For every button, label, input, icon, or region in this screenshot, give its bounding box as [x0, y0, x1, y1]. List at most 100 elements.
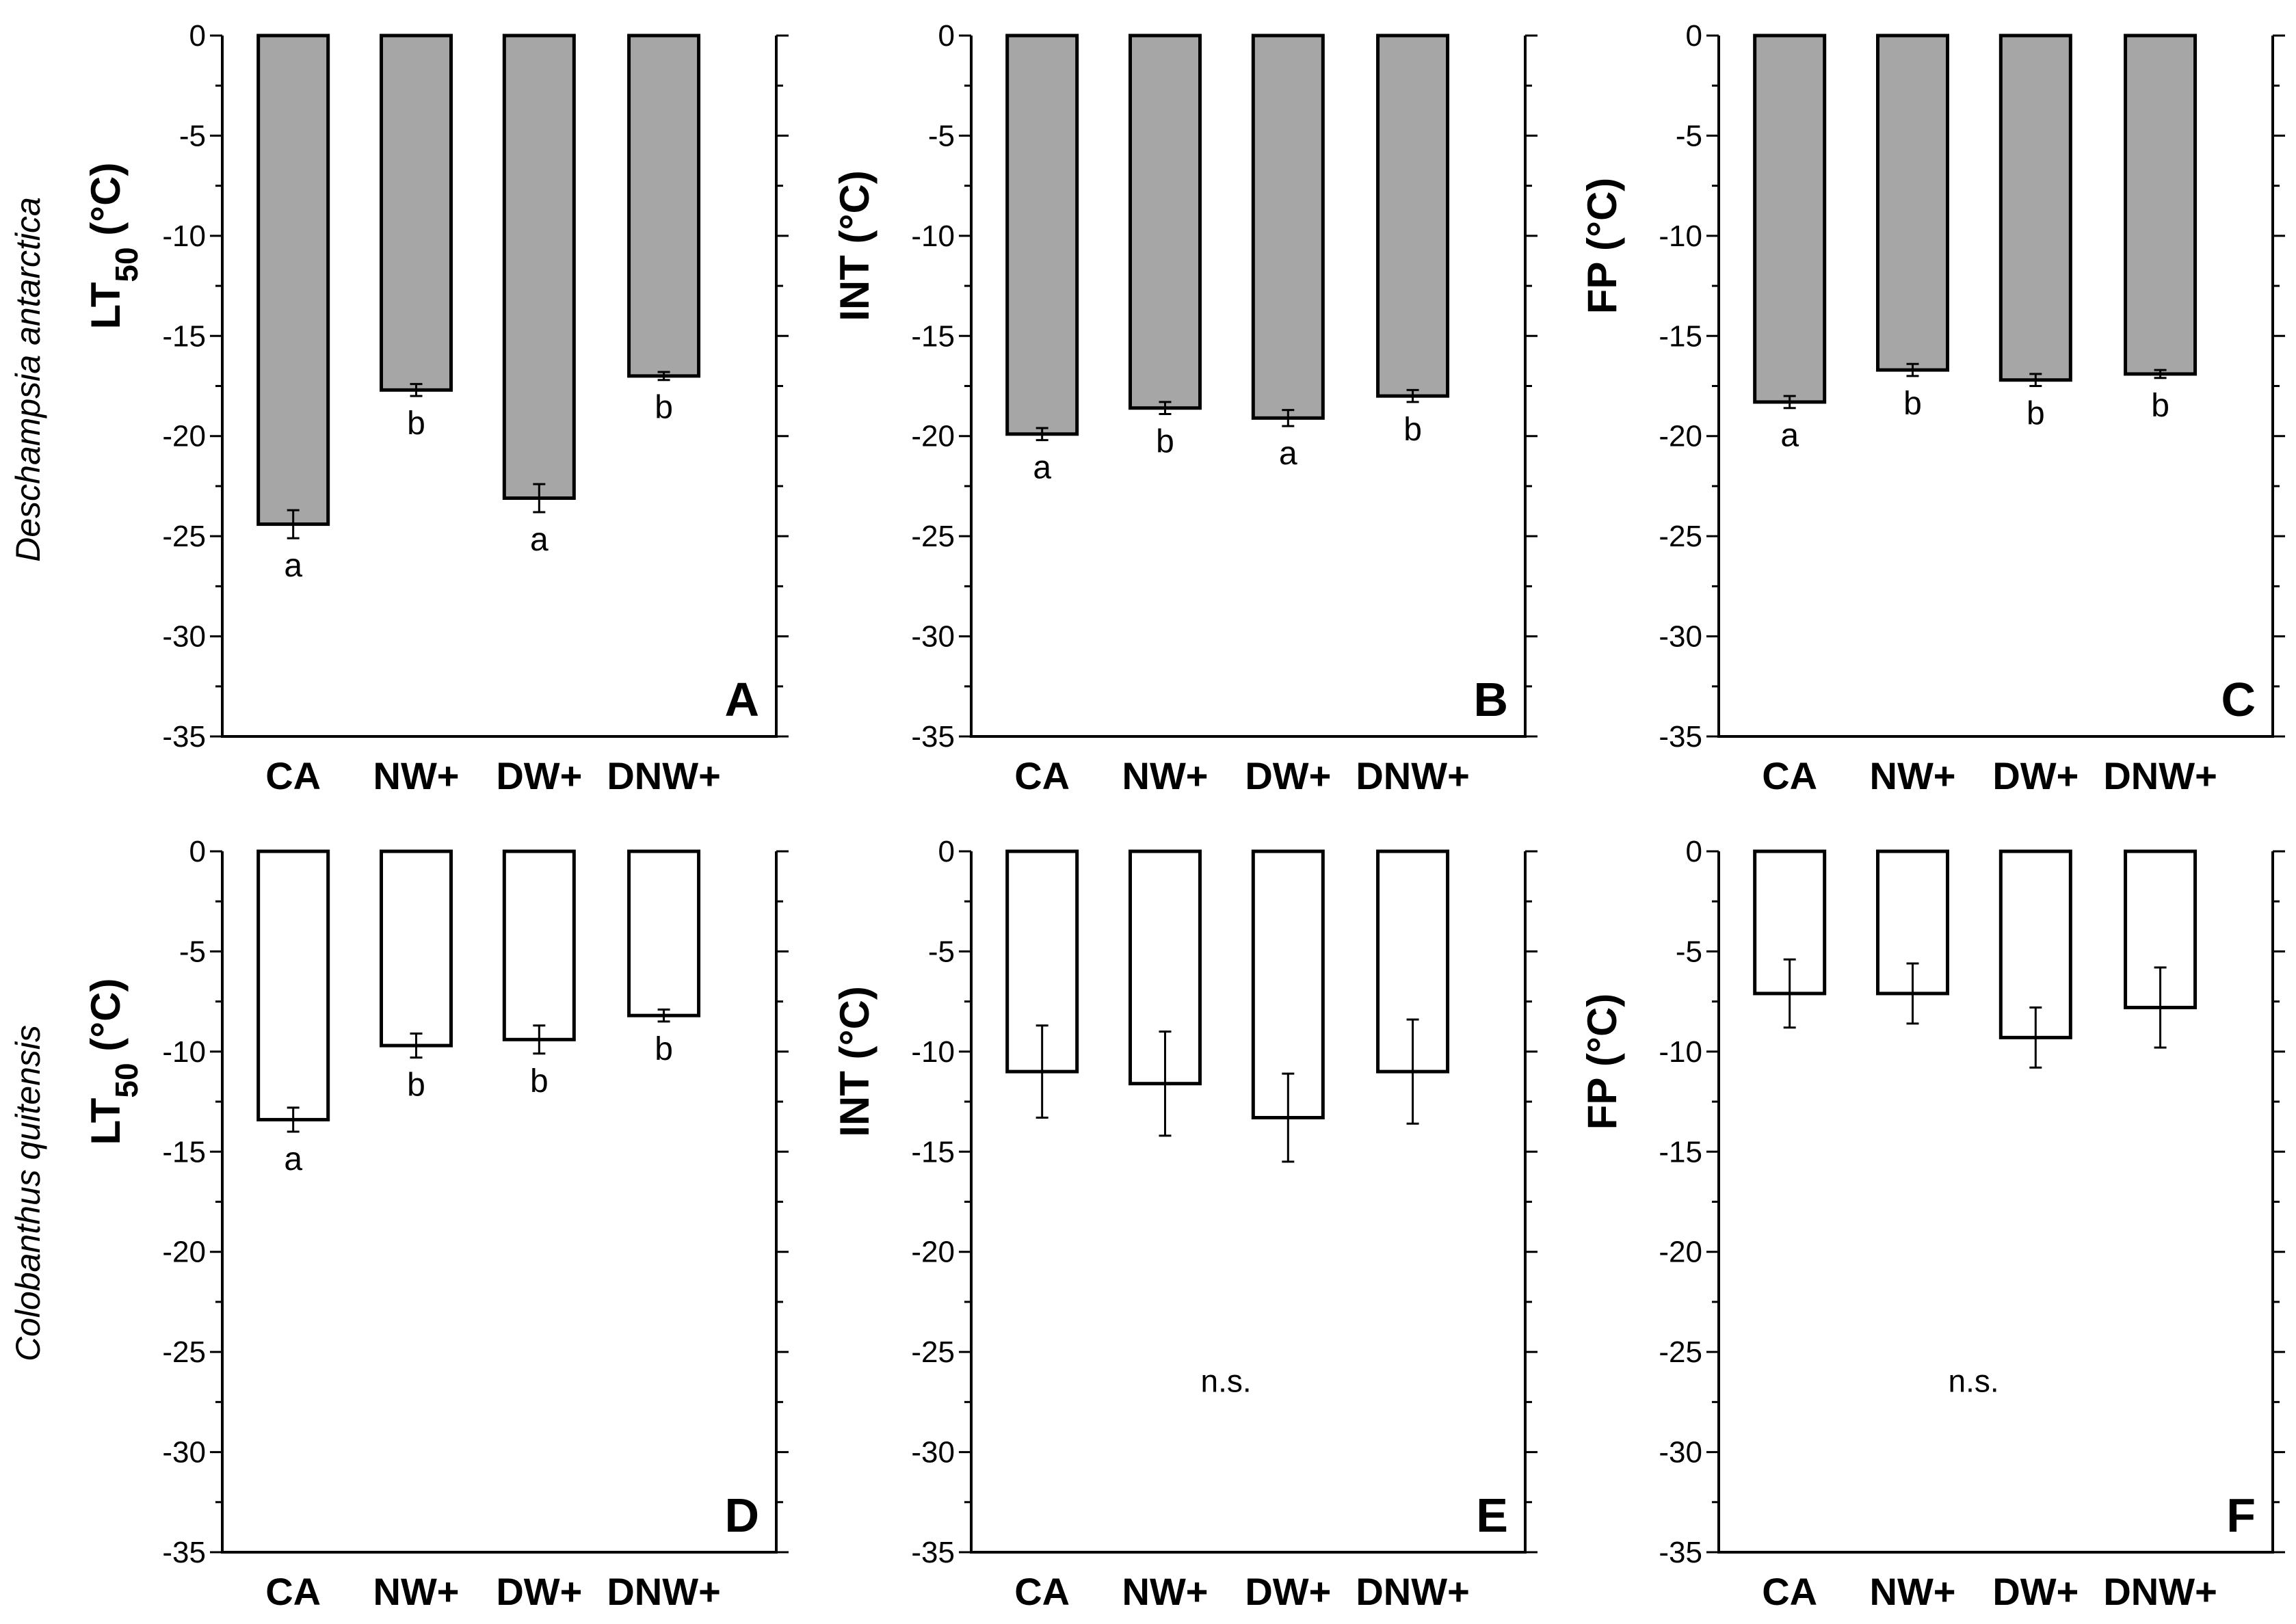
x-tick-label: DNW+: [607, 1570, 720, 1613]
significance-letter: b: [407, 1067, 425, 1104]
y-tick-label: -15: [162, 319, 206, 353]
y-tick-label: -5: [1676, 935, 1702, 968]
y-tick-label: -35: [1659, 1536, 1702, 1569]
y-tick-label: -10: [1659, 1035, 1702, 1069]
y-axis-label: FP (°C): [1579, 178, 1625, 315]
y-tick-label: -35: [1659, 720, 1702, 754]
bar-ca: [256, 849, 330, 1121]
y-tick-label: -30: [1659, 620, 1702, 654]
y-tick-label: -15: [911, 319, 955, 353]
panel-letter: B: [1473, 673, 1508, 726]
bar-ca: [1753, 34, 1827, 404]
bar-dnw-plus: [1376, 34, 1450, 398]
y-axis-label: LT50 (°C): [83, 979, 144, 1145]
significance-letter: b: [407, 405, 425, 442]
significance-letter: b: [1156, 424, 1174, 460]
y-tick-label: -10: [162, 219, 206, 253]
y-tick-label: -25: [911, 1335, 955, 1369]
x-tick-label: NW+: [373, 754, 460, 797]
x-tick-label: CA: [1014, 754, 1070, 797]
x-tick-label: DNW+: [1356, 1570, 1469, 1613]
chart-panel-d: 0 -5 -10 -15 -20 -25 -30 -35 a CA b NW+ b DW+ b DNW+D LT…: [83, 835, 789, 1613]
x-tick-label: DNW+: [1356, 754, 1469, 797]
y-tick-label: 0: [189, 19, 206, 53]
significance-letter: a: [530, 522, 549, 558]
y-tick-label: -5: [1676, 119, 1702, 152]
bar-nw-plus: [1876, 34, 1949, 372]
x-tick-label: CA: [265, 1570, 321, 1613]
y-tick-label: -25: [911, 520, 955, 553]
panel-letter: C: [2221, 673, 2256, 726]
panel-letter: D: [724, 1489, 759, 1542]
bar-dnw-plus: [627, 34, 701, 378]
y-tick-label: -35: [162, 1536, 206, 1569]
significance-letter: b: [1903, 386, 1922, 422]
bar-dw-plus: [502, 849, 576, 1041]
x-tick-label: DW+: [1992, 1570, 2079, 1613]
bar-dw-plus: [502, 34, 576, 500]
y-tick-label: 0: [1686, 19, 1702, 53]
x-tick-label: CA: [1014, 1570, 1070, 1613]
significance-letter: a: [284, 548, 302, 584]
x-tick-label: NW+: [1870, 754, 1956, 797]
y-tick-label: -10: [911, 1035, 955, 1069]
y-tick-label: -15: [911, 1135, 955, 1169]
bar-dw-plus: [1998, 34, 2072, 382]
x-tick-label: NW+: [1870, 1570, 1956, 1613]
x-tick-label: CA: [1762, 1570, 1817, 1613]
bar-dnw-plus: [627, 849, 701, 1017]
x-tick-label: DW+: [1992, 754, 2079, 797]
y-tick-label: -15: [1659, 319, 1702, 353]
y-tick-label: -20: [1659, 420, 1702, 453]
y-tick-label: -35: [911, 1536, 955, 1569]
y-tick-label: -10: [1659, 219, 1702, 253]
y-tick-label: -20: [162, 1236, 206, 1269]
x-tick-label: CA: [1762, 754, 1817, 797]
panel-letter: E: [1476, 1489, 1508, 1542]
y-tick-label: -20: [1659, 1236, 1702, 1269]
y-tick-label: -25: [1659, 1335, 1702, 1369]
y-tick-label: -30: [911, 620, 955, 654]
significance-letter: b: [655, 390, 673, 426]
chart-panel-a: 0 -5 -10 -15 -20 -25 -30 -35 a CA b NW+ a DW+ b DNW+A LT…: [83, 19, 789, 797]
y-tick-label: -15: [162, 1135, 206, 1169]
y-tick-label: -20: [911, 420, 955, 453]
y-tick-label: -5: [179, 119, 206, 152]
species-label-row-1: Deschampsia antarctica: [9, 197, 47, 562]
significance-letter: b: [1403, 412, 1422, 448]
y-tick-label: -10: [911, 219, 955, 253]
x-tick-label: NW+: [1122, 1570, 1209, 1613]
x-tick-label: CA: [265, 754, 321, 797]
significance-letter: b: [530, 1063, 549, 1100]
x-tick-label: DNW+: [607, 754, 720, 797]
y-axis-label: FP (°C): [1579, 994, 1625, 1130]
x-tick-label: DW+: [1245, 1570, 1331, 1613]
chart-panels: 0-5-10-15-20-25-30-35aCAbNW+aDW+bDNW+ALT…: [83, 19, 2285, 1613]
not-significant-note: n.s.: [1949, 1363, 1999, 1399]
significance-letter: a: [1279, 436, 1297, 472]
y-tick-label: -10: [162, 1035, 206, 1069]
y-tick-label: 0: [1686, 835, 1702, 868]
y-tick-label: -5: [928, 119, 955, 152]
y-tick-label: -5: [928, 935, 955, 968]
y-tick-label: -5: [179, 935, 206, 968]
significance-letter: a: [284, 1141, 302, 1177]
bar-nw-plus: [380, 849, 453, 1048]
significance-letter: b: [2027, 396, 2045, 432]
x-tick-label: DW+: [1245, 754, 1331, 797]
y-tick-label: -20: [911, 1236, 955, 1269]
x-tick-label: NW+: [373, 1570, 460, 1613]
y-tick-label: -15: [1659, 1135, 1702, 1169]
species-label-row-2: Colobanthus quitensis: [9, 1025, 47, 1361]
chart-panel-f: 0 -5 -10 -15 -20 -25 -30 -35 CA NW+ DW+ DNW+Fn.s. FP…: [1579, 835, 2285, 1613]
x-tick-label: DW+: [496, 1570, 582, 1613]
significance-letter: a: [1033, 450, 1051, 486]
y-tick-label: -30: [911, 1436, 955, 1469]
panel-letter: F: [2226, 1489, 2256, 1542]
y-tick-label: -20: [162, 420, 206, 453]
y-tick-label: 0: [938, 835, 955, 868]
bar-dw-plus: [1251, 34, 1325, 420]
y-tick-label: -25: [162, 520, 206, 553]
y-axis-label: INT (°C): [832, 170, 878, 321]
